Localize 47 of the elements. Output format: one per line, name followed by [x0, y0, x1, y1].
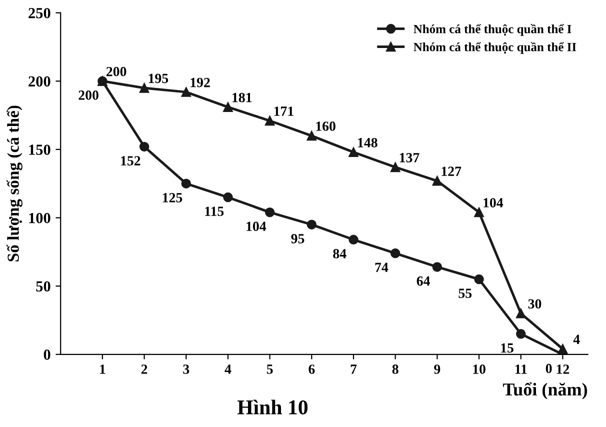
data-label: 104 [246, 222, 266, 232]
data-label: 30 [528, 299, 542, 309]
text: Hình 10 [237, 400, 308, 414]
x-axis-title: Tuổi (năm) [502, 382, 588, 400]
data-label: 152 [121, 156, 140, 166]
data-label: 171 [274, 106, 294, 116]
data-label: 55 [458, 288, 472, 298]
data-label: 148 [358, 138, 378, 148]
x-tick-label: 10 [473, 364, 486, 374]
legend-label: Nhóm cá thể thuộc quần thể I [414, 24, 572, 36]
x-tick-label: 4 [224, 364, 232, 374]
y-tick-label: 250 [28, 8, 50, 18]
data-label: 195 [148, 74, 168, 84]
x-tick-label: 5 [266, 364, 273, 374]
data-label: 4 [573, 334, 580, 344]
data-label: 200 [78, 90, 98, 100]
x-tick-label: 11 [515, 364, 527, 374]
x-tick-label: 6 [308, 364, 315, 374]
x-tick-label: 3 [183, 364, 190, 374]
data-label: 181 [232, 92, 252, 102]
data-label: 127 [442, 166, 462, 176]
x-tick-label: 7 [350, 364, 357, 374]
x-tick-label: 8 [392, 364, 398, 374]
y-tick-label: 200 [28, 76, 50, 87]
x-tick-label: 12 [556, 364, 570, 374]
data-label: 200 [106, 66, 126, 76]
data-label: 15 [501, 343, 514, 353]
data-label: 125 [162, 193, 182, 202]
data-label: 64 [416, 276, 430, 286]
y-tick-label: 50 [36, 281, 50, 292]
data-label: 74 [375, 262, 388, 272]
data-label: 84 [333, 249, 346, 258]
x-tick-label: 1 [100, 364, 106, 374]
y-tick-label: 150 [29, 144, 50, 155]
data-label: 0 [546, 364, 552, 374]
y-tick-label: 0 [44, 350, 50, 360]
data-label: 160 [316, 122, 336, 131]
x-tick-label: 2 [141, 364, 148, 374]
data-label: 137 [400, 153, 420, 162]
data-label: 95 [291, 234, 304, 244]
data-label: 104 [484, 198, 504, 208]
y-tick-label: 100 [29, 212, 50, 224]
y-axis-title: Số lượng sống (cá thể) [6, 106, 22, 262]
data-label: 115 [205, 206, 224, 216]
data-label: 192 [190, 78, 210, 88]
legend-label: Nhóm cá thể thuộc quần thể II [414, 42, 576, 54]
x-tick-label: 9 [434, 364, 440, 374]
